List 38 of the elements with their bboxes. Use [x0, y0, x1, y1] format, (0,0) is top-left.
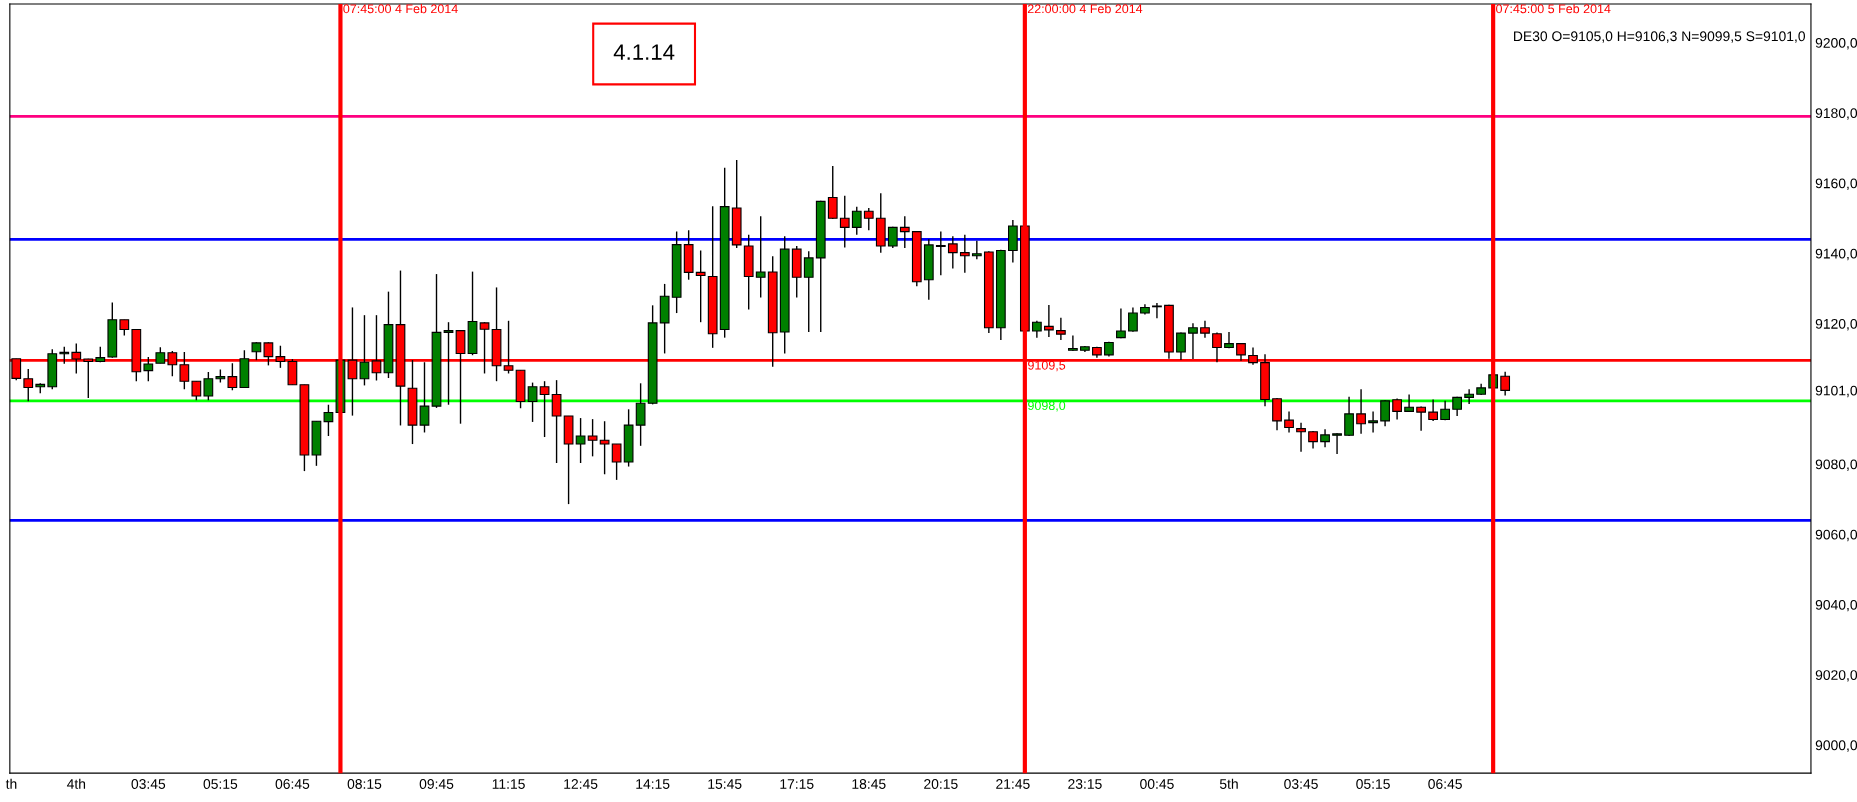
y-tick-label: 9020,0 — [1815, 670, 1857, 682]
annotation: DE30 O=9105,0 H=9106,3 N=9099,5 S=9101,0 — [1514, 31, 1806, 43]
y-tick-label: 9060,0 — [1815, 529, 1857, 542]
ref-line-label: 07:45:00 4 Feb 2014 — [343, 4, 458, 14]
x-tick-label: 20:15 — [924, 779, 958, 789]
x-tick-label: 05:15 — [203, 779, 238, 789]
x-tick-label: 14:15 — [636, 779, 670, 789]
x-tick-label: 4th — [66, 778, 86, 789]
ref-line-label: 9109,5 — [1028, 360, 1066, 372]
y-tick-label: 9160,0 — [1815, 178, 1857, 190]
y-tick-label: 9000,0 — [1815, 740, 1857, 752]
annotation: 4.1.14 — [613, 44, 675, 60]
x-tick-label: 15:45 — [708, 779, 742, 789]
x-tick-label: 05:15 — [1356, 779, 1390, 789]
x-tick-label: 06:45 — [275, 779, 310, 789]
y-tick-label: 9140,0 — [1815, 248, 1857, 261]
y-tick-label: 9200,0 — [1815, 37, 1857, 50]
x-tick-label: 12:45 — [564, 779, 598, 789]
x-tick-label: 09:45 — [419, 779, 454, 789]
x-tick-label: th — [5, 778, 17, 789]
ref-line-label: 07:45:00 5 Feb 2014 — [1496, 4, 1611, 14]
x-tick-label: 00:45 — [1140, 779, 1174, 789]
x-tick-label: 17:15 — [780, 779, 814, 789]
ref-line-label: 22:00:00 4 Feb 2014 — [1027, 4, 1143, 14]
x-tick-label: 08:15 — [347, 779, 382, 789]
x-tick-label: 03:45 — [1284, 779, 1318, 789]
y-tick-label: 9101,0 — [1815, 385, 1857, 398]
x-tick-label: 5th — [1219, 778, 1238, 789]
x-tick-label: 06:45 — [1428, 779, 1462, 789]
y-tick-label: 9040,0 — [1815, 599, 1857, 612]
x-tick-label: 03:45 — [131, 779, 166, 789]
y-tick-label: 9080,0 — [1815, 459, 1857, 471]
y-tick-label: 9180,0 — [1815, 108, 1857, 120]
x-tick-label: 11:15 — [492, 779, 525, 789]
x-tick-label: 21:45 — [996, 779, 1030, 789]
y-tick-label: 9120,0 — [1815, 318, 1857, 331]
x-tick-label: 18:45 — [852, 779, 886, 789]
x-tick-label: 23:15 — [1068, 779, 1102, 789]
